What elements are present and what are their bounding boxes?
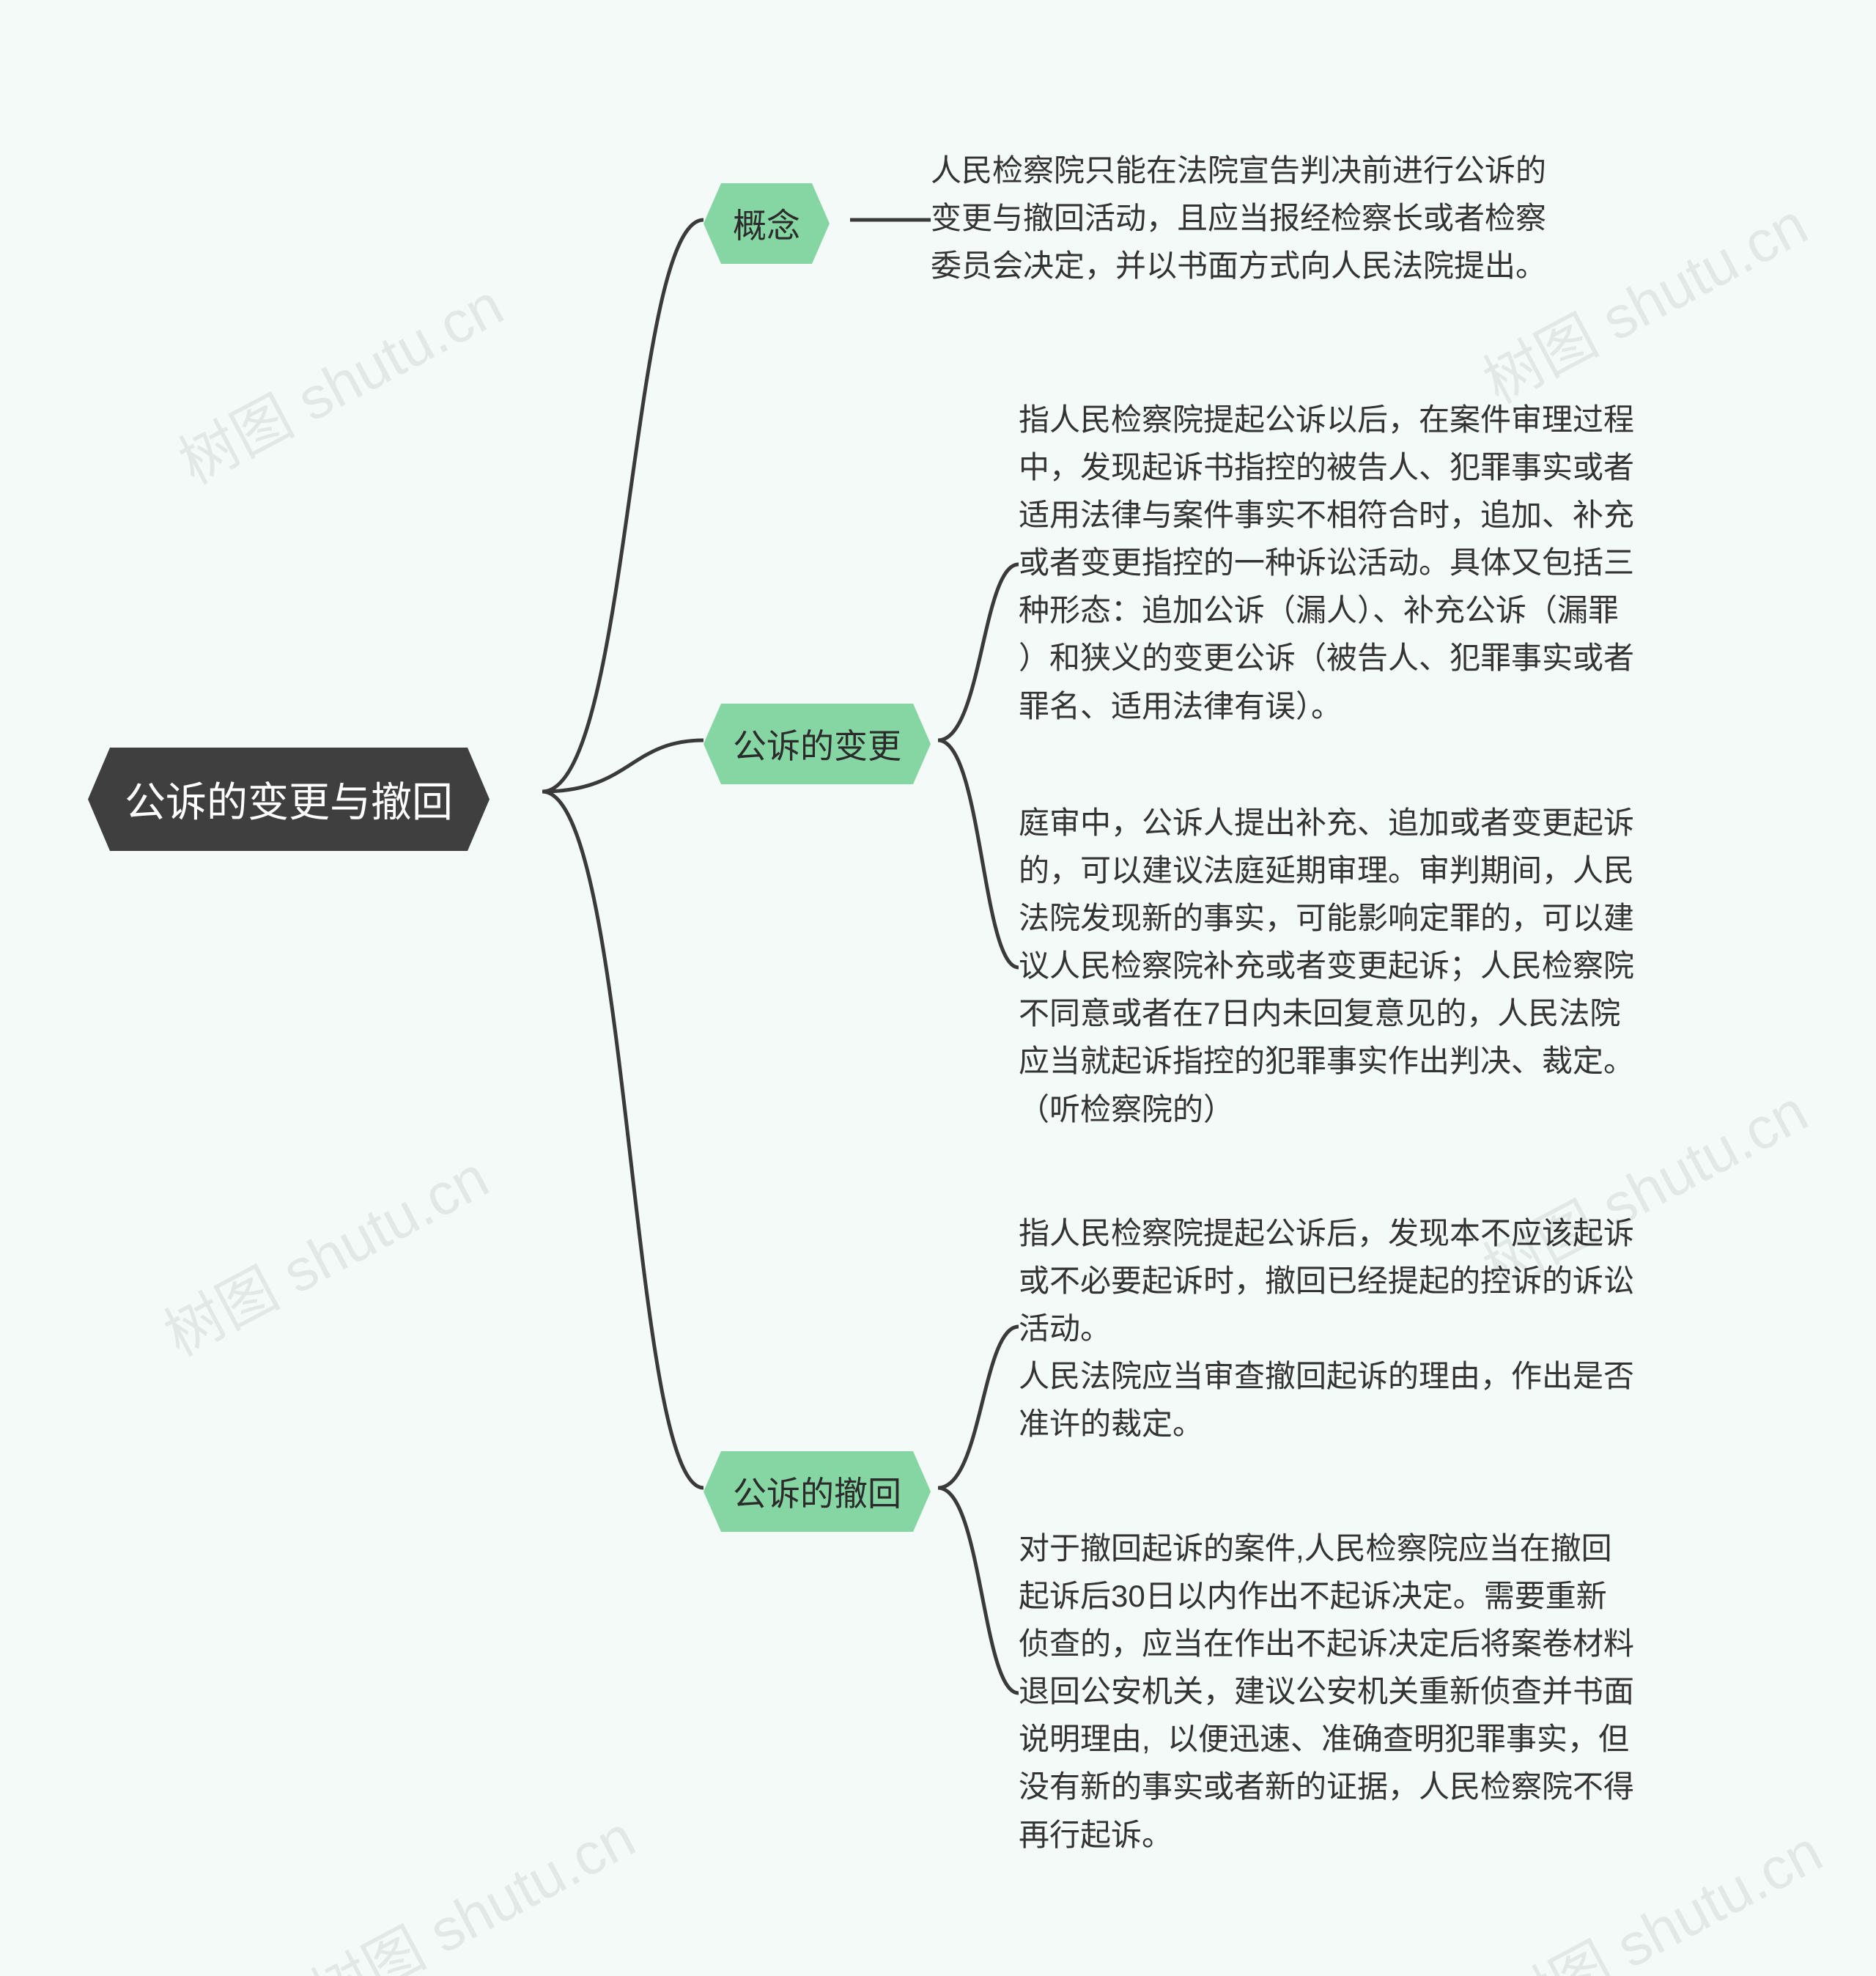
leaf-withdraw-1: 对于撤回起诉的案件,人民检察院应当在撤回 起诉后30日以内作出不起诉决定。需要重… [1019, 1525, 1634, 1859]
watermark: 树图 shutu.cn [294, 1791, 647, 1976]
leaf-withdraw-0: 指人民检察院提起公诉后，发现本不应该起诉 或不必要起诉时，撤回已经提起的控诉的诉… [1019, 1209, 1634, 1448]
watermark: 树图 shutu.cn [162, 259, 515, 501]
branch-change: 公诉的变更 [704, 704, 931, 784]
watermark: 树图 shutu.cn [147, 1131, 501, 1373]
mindmap-root: 公诉的变更与撤回 [88, 748, 490, 851]
leaf-change-0: 指人民检察院提起公诉以后，在案件审理过程 中，发现起诉书指控的被告人、犯罪事实或… [1019, 396, 1634, 730]
branch-concept: 概念 [704, 183, 830, 264]
leaf-change-1: 庭审中，公诉人提出补充、追加或者变更起诉 的，可以建议法庭延期审理。审判期间，人… [1019, 799, 1634, 1133]
branch-withdraw: 公诉的撤回 [704, 1451, 931, 1532]
leaf-concept-0: 人民检察院只能在法院宣告判决前进行公诉的 变更与撤回活动，且应当报经检察长或者检… [931, 147, 1546, 290]
